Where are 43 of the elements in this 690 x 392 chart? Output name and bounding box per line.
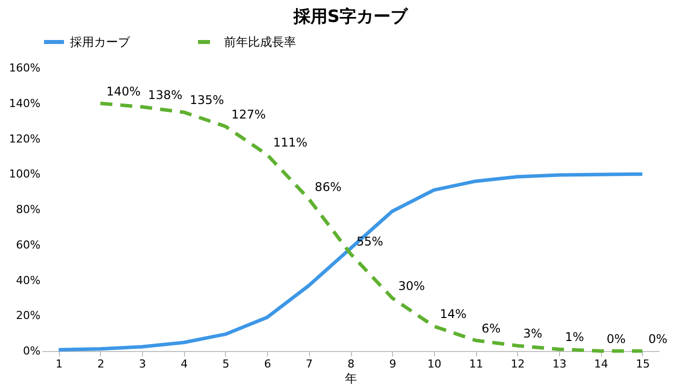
x-tick-label: 7 — [306, 358, 313, 370]
x-tick-label: 2 — [97, 358, 104, 370]
y-tick-label: 60% — [16, 238, 40, 252]
x-tick-label: 15 — [636, 358, 650, 370]
data-label: 138% — [148, 88, 182, 102]
data-label: 86% — [314, 180, 342, 194]
y-tick-label: 20% — [16, 309, 40, 322]
x-tick-label: 10 — [427, 358, 442, 370]
legend-label: 採用カーブ — [70, 35, 131, 49]
data-label: 135% — [190, 93, 224, 108]
x-tick-label: 9 — [389, 358, 396, 370]
x-tick-label: 11 — [469, 358, 484, 370]
x-tick-label: 8 — [348, 358, 354, 370]
y-tick-label: 80% — [16, 203, 40, 216]
chart-title: 採用S字カーブ — [292, 7, 409, 27]
data-label: 55% — [356, 234, 384, 249]
x-tick-label: 14 — [594, 358, 608, 370]
x-tick-label: 13 — [552, 358, 566, 370]
y-tick-label: 160% — [9, 62, 40, 74]
data-label: 0% — [606, 332, 626, 346]
legend-label: 前年比成長率 — [224, 35, 296, 49]
data-label: 6% — [482, 321, 501, 336]
x-axis-title: 年 — [345, 372, 357, 386]
y-tick-label: 0% — [23, 344, 40, 358]
x-tick-label: 4 — [180, 358, 188, 370]
data-label: 1% — [564, 330, 584, 344]
data-label: 14% — [440, 307, 467, 322]
data-label: 30% — [398, 278, 425, 293]
data-label: 127% — [231, 107, 266, 122]
data-label: 0% — [648, 332, 668, 346]
y-tick-label: 140% — [9, 96, 40, 110]
x-tick-label: 1 — [56, 358, 63, 370]
data-label: 140% — [106, 84, 141, 98]
x-tick-label: 5 — [222, 358, 230, 370]
y-tick-label: 40% — [16, 274, 40, 287]
line-series — [56, 172, 644, 352]
x-tick-label: 3 — [139, 358, 146, 370]
data-label: 111% — [273, 136, 308, 150]
data-label: 3% — [523, 326, 542, 341]
y-tick-label: 120% — [9, 132, 40, 146]
y-tick-label: 100% — [9, 168, 40, 181]
x-tick-label: 12 — [510, 358, 525, 370]
x-tick-label: 6 — [264, 358, 272, 370]
